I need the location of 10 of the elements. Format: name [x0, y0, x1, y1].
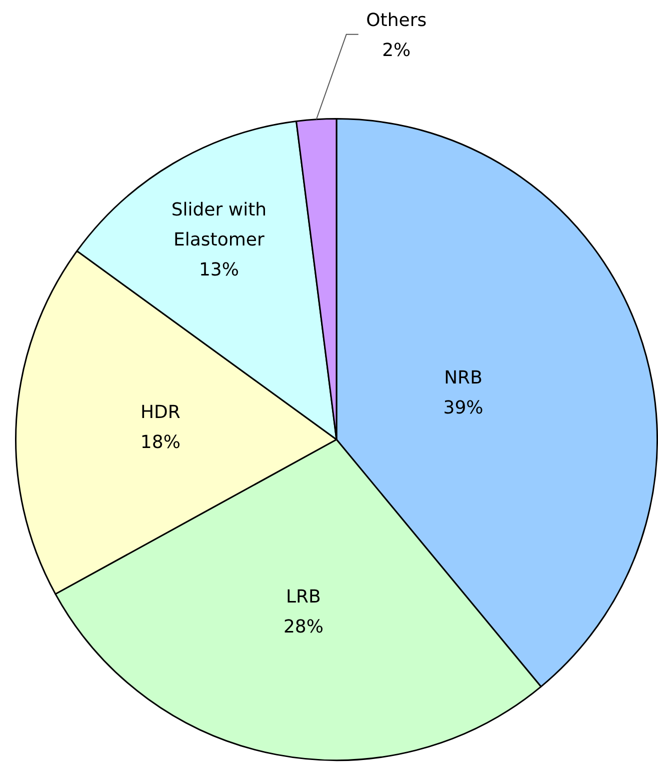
data-label: 13% [198, 259, 239, 280]
slice-label: NRB [444, 368, 482, 389]
slice-label: Others [366, 10, 427, 32]
data-label: 39% [443, 398, 484, 419]
data-label: 28% [283, 616, 324, 638]
slice-label: LRB [286, 586, 321, 608]
slice-label: HDR [140, 402, 180, 424]
data-label: 2% [382, 40, 411, 62]
data-label: 18% [140, 432, 180, 454]
slice-label: Slider with Elastomer [171, 199, 267, 250]
